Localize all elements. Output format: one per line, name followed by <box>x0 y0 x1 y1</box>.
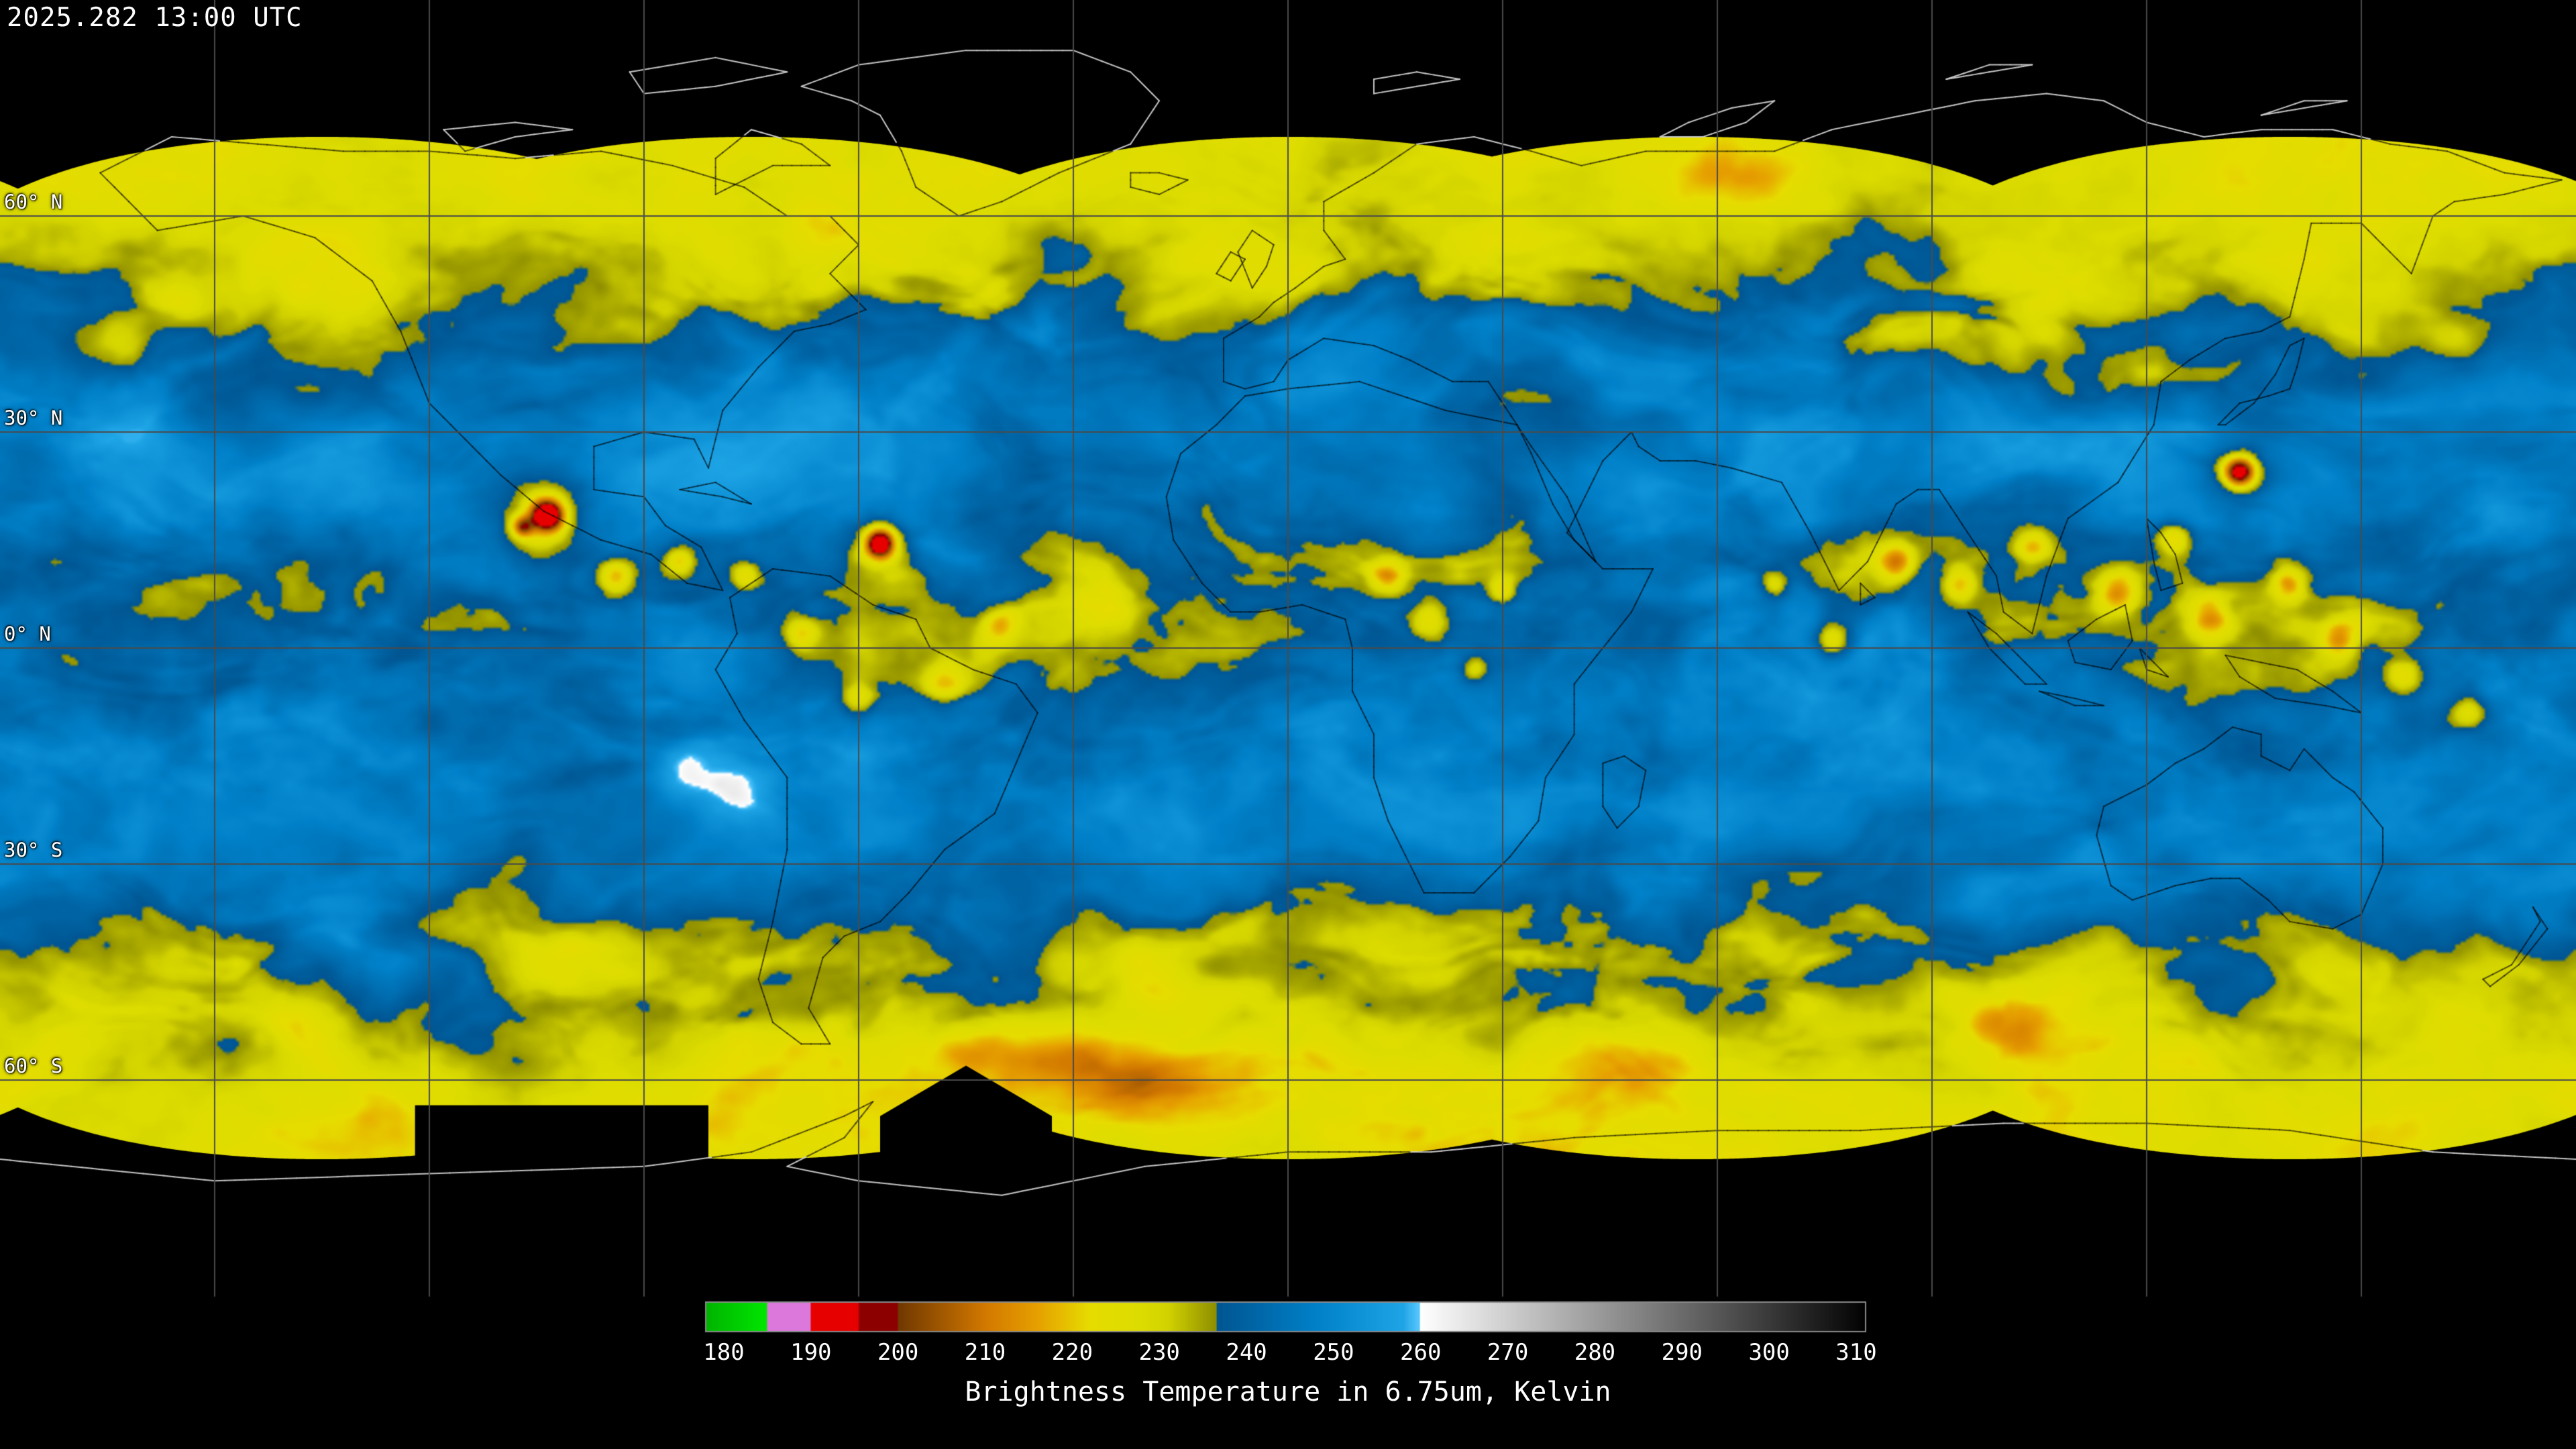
colorbar-caption: Brightness Temperature in 6.75um, Kelvin <box>965 1377 1611 1407</box>
timestamp: 2025.282 13:00 UTC <box>7 3 303 33</box>
